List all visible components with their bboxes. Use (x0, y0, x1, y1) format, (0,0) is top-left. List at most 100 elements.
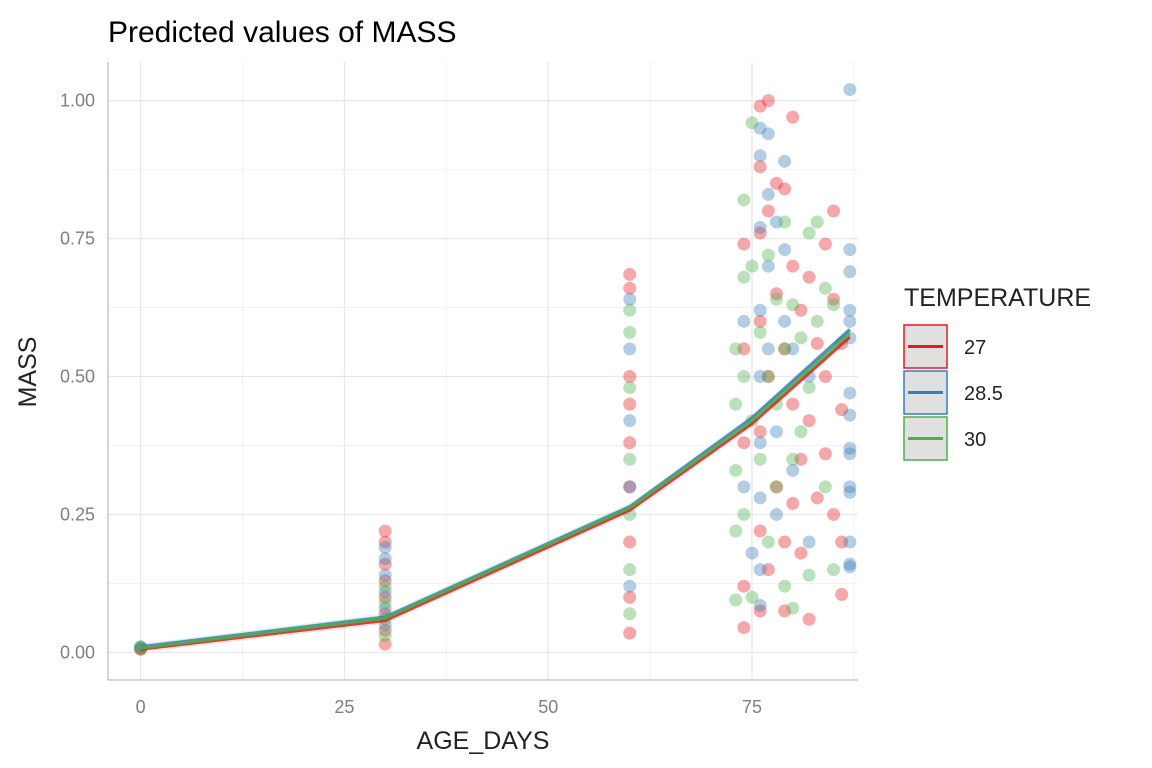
data-point-27 (623, 267, 637, 281)
data-point-27 (623, 480, 637, 494)
data-point-27 (818, 447, 832, 461)
data-point-28-5 (802, 535, 816, 549)
chart-title: Predicted values of MASS (108, 16, 457, 49)
data-point-27 (769, 287, 783, 301)
data-point-30 (778, 342, 792, 356)
data-point-28-5 (778, 243, 792, 257)
data-point-27 (753, 425, 767, 439)
data-point-30 (378, 579, 392, 593)
data-point-28-5 (843, 408, 857, 422)
data-point-30 (802, 381, 816, 395)
data-point-28-5 (753, 221, 767, 235)
data-point-27 (786, 259, 800, 273)
data-point-28-5 (623, 414, 637, 428)
data-point-27 (378, 524, 392, 538)
data-point-27 (778, 342, 792, 356)
data-point-27 (378, 637, 392, 651)
data-point-27 (761, 204, 775, 218)
data-point-28-5 (769, 425, 783, 439)
data-point-28-5 (737, 314, 751, 328)
data-point-27 (835, 587, 849, 601)
data-point-30 (623, 325, 637, 339)
data-point-27 (623, 590, 637, 604)
data-point-30 (794, 425, 808, 439)
data-point-28-5 (761, 187, 775, 201)
data-point-27 (794, 546, 808, 560)
data-point-28-5 (843, 480, 857, 494)
data-point-27 (786, 110, 800, 124)
data-point-27 (786, 496, 800, 510)
data-point-30 (623, 303, 637, 317)
data-point-28-5 (843, 485, 857, 499)
y-tick-label: 0.25 (60, 504, 95, 524)
data-point-28-5 (769, 507, 783, 521)
data-point-28-5 (378, 585, 392, 599)
data-point-27 (778, 182, 792, 196)
data-point-28-5 (843, 303, 857, 317)
data-point-30 (623, 452, 637, 466)
data-point-28-5 (623, 579, 637, 593)
data-point-28-5 (753, 121, 767, 135)
data-point-28-5 (753, 149, 767, 163)
data-point-28-5 (843, 560, 857, 574)
data-point-27 (802, 270, 816, 284)
data-point-28-5 (778, 154, 792, 168)
data-point-27 (737, 342, 751, 356)
x-tick-label: 75 (742, 697, 762, 717)
data-point-30 (623, 607, 637, 621)
data-point-30 (786, 452, 800, 466)
data-point-30 (737, 507, 751, 521)
data-point-28-5 (753, 370, 767, 384)
data-point-27 (827, 204, 841, 218)
data-point-27 (827, 292, 841, 306)
data-point-28-5 (843, 243, 857, 257)
prediction-line-30 (140, 332, 851, 650)
data-point-27 (753, 604, 767, 618)
data-point-28-5 (843, 265, 857, 279)
legend-label-30: 30 (964, 429, 986, 451)
data-point-27 (753, 99, 767, 113)
x-tick-label: 25 (334, 697, 354, 717)
data-point-30 (802, 568, 816, 582)
data-point-30 (737, 270, 751, 284)
data-point-27 (753, 524, 767, 538)
legend: TEMPERATURE 27 28.5 30 (903, 284, 1091, 461)
data-point-27 (786, 397, 800, 411)
data-point-30 (761, 370, 775, 384)
data-point-28-5 (843, 441, 857, 455)
data-point-30 (745, 116, 759, 130)
data-point-30 (745, 590, 759, 604)
data-point-28-5 (753, 599, 767, 613)
data-point-30 (378, 596, 392, 610)
data-point-27 (378, 590, 392, 604)
scatter-points (134, 83, 857, 656)
data-point-27 (753, 314, 767, 328)
data-point-27 (761, 370, 775, 384)
data-point-30 (769, 480, 783, 494)
legend-title: TEMPERATURE (904, 284, 1091, 312)
grid-lines (108, 62, 858, 680)
data-point-30 (827, 298, 841, 312)
data-point-28-5 (745, 546, 759, 560)
data-point-28-5 (378, 568, 392, 582)
data-point-28-5 (378, 552, 392, 566)
data-point-27 (378, 574, 392, 588)
data-point-27 (623, 370, 637, 384)
data-point-27 (623, 535, 637, 549)
data-point-28-5 (623, 480, 637, 494)
data-point-27 (810, 491, 824, 505)
data-point-30 (786, 601, 800, 615)
y-tick-label: 0.75 (60, 229, 95, 249)
data-point-27 (378, 535, 392, 549)
data-point-28-5 (761, 342, 775, 356)
data-point-27 (769, 176, 783, 190)
data-point-30 (802, 226, 816, 240)
data-point-27 (769, 480, 783, 494)
data-point-28-5 (769, 215, 783, 229)
data-point-27 (623, 397, 637, 411)
data-point-27 (378, 557, 392, 571)
data-point-30 (729, 342, 743, 356)
legend-label-28-5: 28.5 (964, 383, 1003, 405)
data-point-28-5 (778, 314, 792, 328)
